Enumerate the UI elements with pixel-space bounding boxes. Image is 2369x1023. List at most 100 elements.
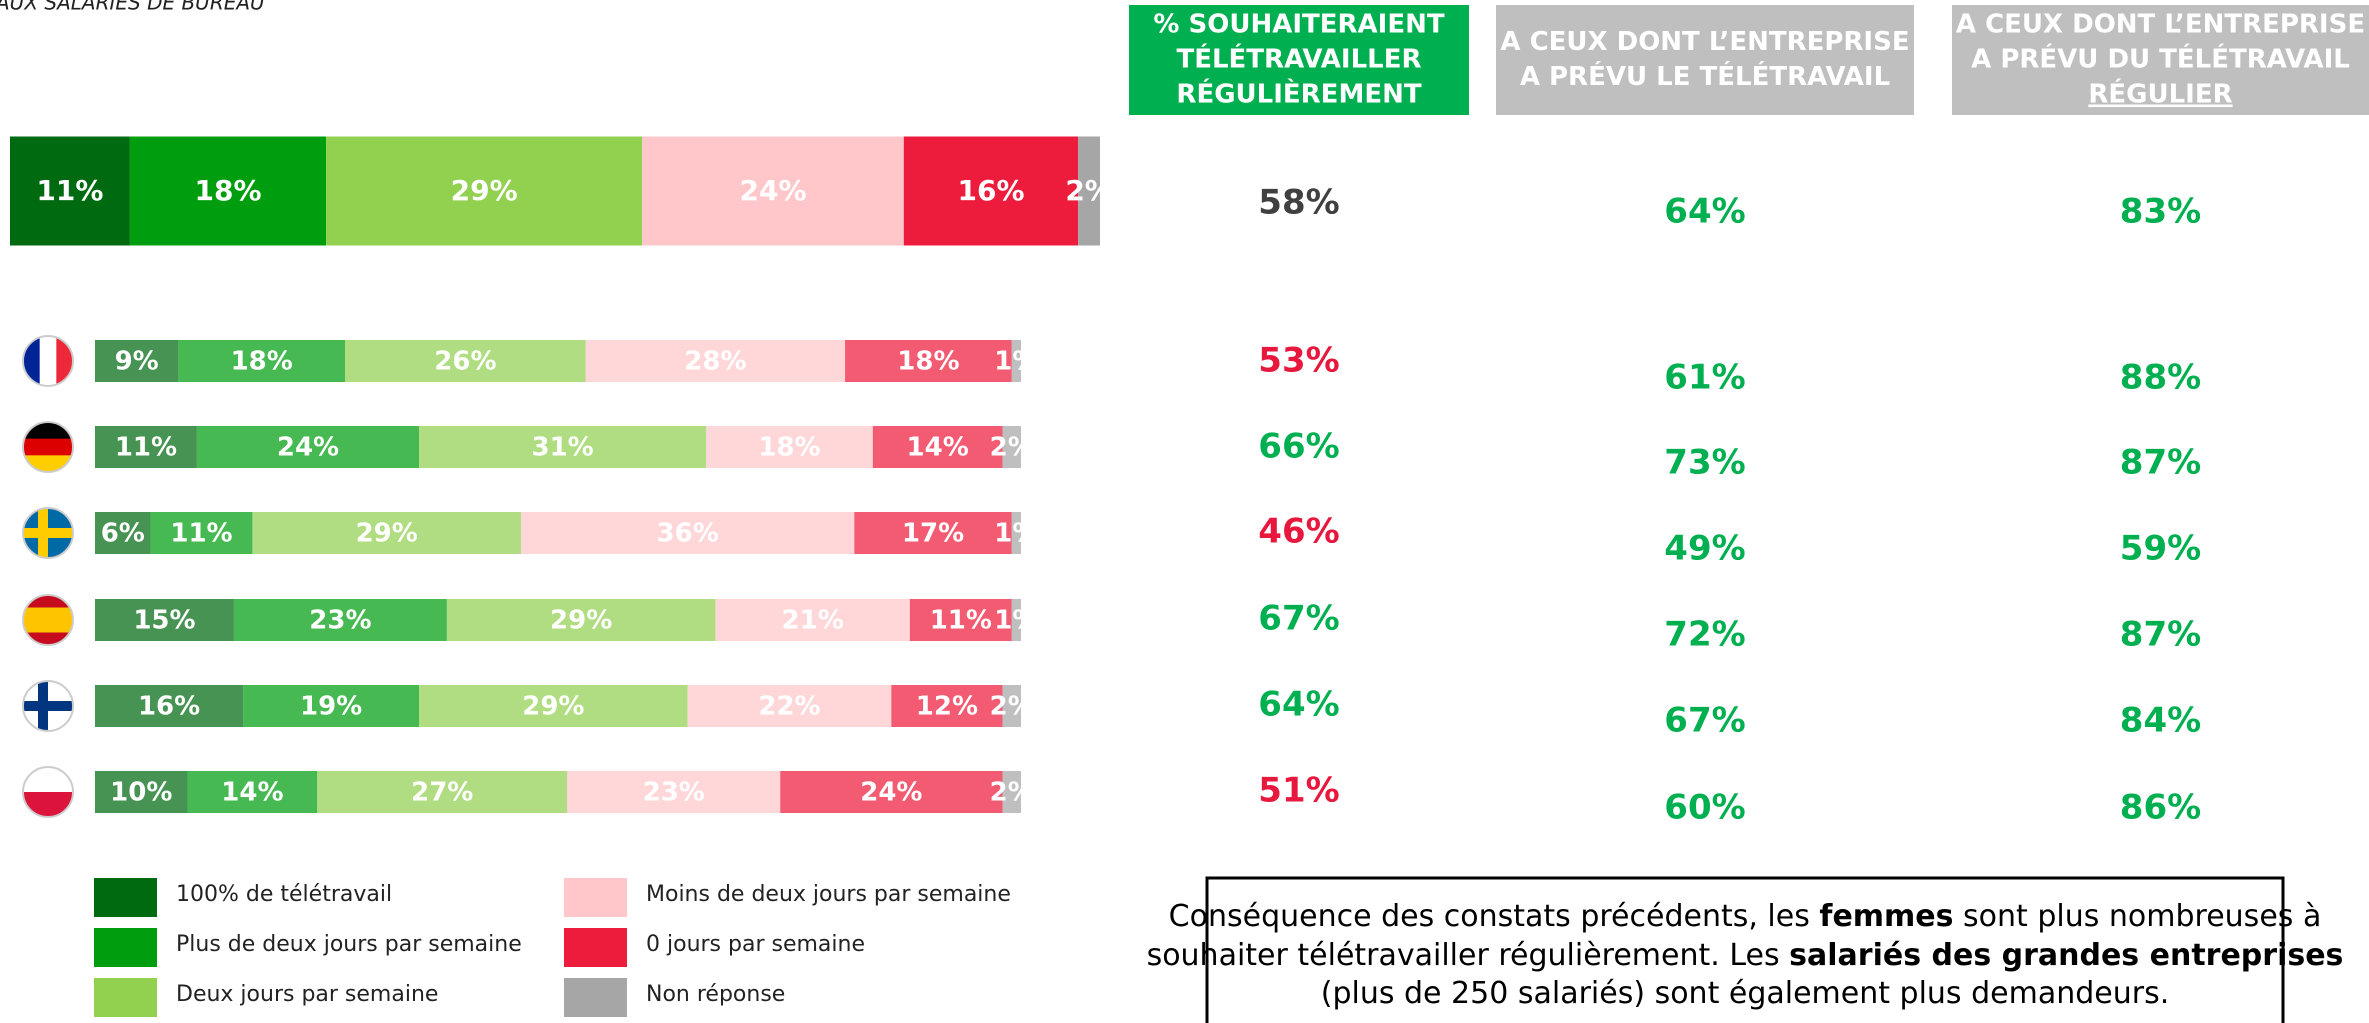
value-label: 12%: [916, 692, 978, 722]
value-label: 29%: [451, 174, 518, 207]
bar-segment: [233, 599, 447, 641]
value-label: 31%: [532, 433, 594, 463]
column-value: 84%: [2120, 701, 2201, 741]
value-label: 22%: [758, 692, 820, 722]
legend-label: Plus de deux jours par semaine: [176, 932, 522, 957]
value-label: 2%: [990, 778, 1034, 808]
legend-label: 0 jours par semaine: [646, 932, 865, 957]
value-label: 36%: [657, 519, 719, 549]
column-value: 59%: [2120, 529, 2201, 569]
bar-segment: [1011, 512, 1021, 554]
flag-stripe: [23, 438, 73, 456]
value-label: 23%: [643, 778, 705, 808]
column-value: 61%: [1664, 358, 1745, 398]
flag-stripe: [23, 336, 41, 386]
bar-segment: [95, 599, 234, 641]
flag-stripe: [23, 607, 73, 621]
legend-label: Moins de deux jours par semaine: [646, 882, 1011, 907]
flag-outline: [22, 680, 74, 732]
value-label: 18%: [758, 433, 820, 463]
column-value: 53%: [1258, 341, 1339, 381]
bar-segment: [95, 426, 197, 468]
bar-segment: [95, 771, 188, 813]
legend-swatch: [94, 928, 157, 967]
bar-segment: [706, 426, 873, 468]
value-label: 1%: [994, 519, 1038, 549]
column-header-box: [1129, 5, 1469, 115]
bar-segment: [903, 136, 1079, 246]
note-segment: souhaiter télétravailler régulièrement. …: [1147, 938, 1790, 973]
column-value: 58%: [1258, 183, 1339, 223]
note-segment: femmes: [1819, 899, 1953, 934]
column-value: 88%: [2120, 358, 2201, 398]
legend-swatch: [564, 978, 627, 1017]
value-label: 18%: [897, 347, 959, 377]
bar-segment: [780, 771, 1003, 813]
value-label: 29%: [356, 519, 418, 549]
note-box: [1205, 876, 2285, 1023]
bar-segment: [1002, 426, 1021, 468]
column-value: 64%: [1258, 685, 1339, 725]
value-label: 11%: [930, 606, 992, 636]
value-label: 2%: [1065, 174, 1113, 207]
bar-segment: [95, 340, 179, 382]
value-label: 18%: [231, 347, 293, 377]
column-header: A CEUX DONT L’ENTREPRISE: [1956, 10, 2365, 40]
column-value: 60%: [1664, 788, 1745, 828]
bar-segment: [326, 136, 643, 246]
value-label: 9%: [115, 347, 159, 377]
flag-outline: [22, 507, 74, 559]
value-label: 27%: [411, 778, 473, 808]
bar-segment: [243, 685, 420, 727]
note-segment: (plus de 250 salariés) sont également pl…: [1321, 976, 2169, 1011]
value-label: 24%: [860, 778, 922, 808]
value-label: 2%: [990, 692, 1034, 722]
note-line: (plus de 250 salariés) sont également pl…: [1321, 976, 2169, 1011]
subtitle: AUX SALARIÉS DE BUREAU: [0, 0, 265, 15]
bar-segment: [129, 136, 327, 246]
column-header: TÉLÉTRAVAILLER: [1176, 43, 1421, 75]
note-line: Conséquence des constats précédents, les…: [1169, 899, 2322, 934]
flag-stripe: [23, 767, 73, 793]
bar-segment: [95, 685, 244, 727]
note-segment: Conséquence des constats précédents, les: [1169, 899, 1820, 934]
bar-segment: [909, 599, 1012, 641]
column-value: 67%: [1258, 599, 1339, 639]
column-header: A CEUX DONT L’ENTREPRISE: [1500, 27, 1909, 57]
value-label: 26%: [434, 347, 496, 377]
bar-segment: [446, 599, 716, 641]
bar-segment: [419, 685, 688, 727]
column-value: 64%: [1664, 192, 1745, 232]
flag-stripe: [23, 620, 73, 633]
value-label: 19%: [300, 692, 362, 722]
note-segment: sont plus nombreuses à: [1954, 899, 2322, 934]
column-value: 46%: [1258, 512, 1339, 552]
value-label: 11%: [170, 519, 232, 549]
bar-segment: [150, 512, 253, 554]
bar-segment: [187, 771, 318, 813]
column-header-box: [1952, 5, 2369, 115]
flag-outline: [22, 421, 74, 473]
flag-cross: [38, 508, 48, 558]
column-value: 67%: [1664, 701, 1745, 741]
bar-segment: [345, 340, 586, 382]
value-label: 29%: [550, 606, 612, 636]
column-header-box: [1496, 5, 1914, 115]
flag-stripe: [39, 336, 57, 386]
legend-label: Deux jours par semaine: [176, 982, 438, 1007]
column-header: A PRÉVU LE TÉLÉTRAVAIL: [1520, 60, 1890, 92]
column-header: % SOUHAITERAIENT: [1153, 10, 1444, 40]
bar-segment: [715, 599, 910, 641]
bar-segment: [252, 512, 521, 554]
note-line: souhaiter télétravailler régulièrement. …: [1147, 938, 2344, 973]
bar-segment: [891, 685, 1003, 727]
value-label: 24%: [739, 174, 806, 207]
legend-swatch: [94, 878, 157, 917]
bar-segment: [1011, 340, 1021, 382]
value-label: 16%: [138, 692, 200, 722]
value-label: 17%: [902, 519, 964, 549]
value-label: 11%: [36, 174, 103, 207]
column-value: 51%: [1258, 771, 1339, 811]
column-header: A PRÉVU DU TÉLÉTRAVAIL: [1971, 43, 2350, 75]
bar-segment: [1011, 599, 1021, 641]
